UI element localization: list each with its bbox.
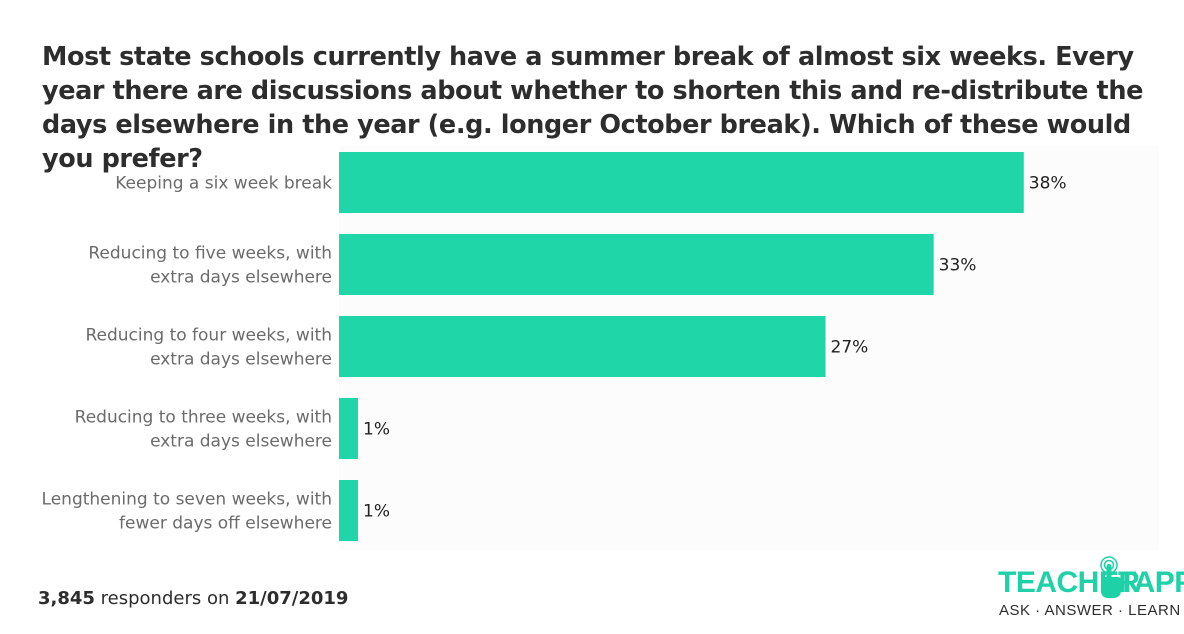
bar-5 — [339, 480, 358, 541]
value-label-3: 27% — [831, 338, 869, 358]
bar-1 — [339, 152, 1024, 213]
logo-word-tapp: TAPP — [1118, 566, 1184, 599]
category-label-4: Reducing to three weeks, with extra days … — [75, 408, 332, 452]
category-label-5: Lengthening to seven weeks, with fewer da… — [42, 490, 332, 534]
chart-title: Most state schools currently have a summ… — [42, 42, 1143, 174]
category-label-1: Keeping a six week break — [115, 174, 332, 194]
value-label-4: 1% — [363, 420, 390, 440]
category-label-2: Reducing to five weeks, with extra days e… — [88, 244, 332, 288]
pointing-hand-icon — [1100, 556, 1121, 598]
teacher-tapp-logo: TEACHER TAPP ASK · ANSWER · LEARN — [998, 556, 1184, 626]
bar-4 — [339, 398, 358, 459]
bar-3 — [339, 316, 826, 377]
value-label-1: 38% — [1029, 174, 1067, 194]
value-label-2: 33% — [939, 256, 977, 276]
value-label-5: 1% — [363, 502, 390, 522]
survey-date: 21/07/2019 — [235, 588, 349, 609]
category-label-3: Reducing to four weeks, with extra days e… — [85, 326, 332, 370]
responder-count: 3,845 — [38, 588, 95, 609]
logo-tagline: ASK · ANSWER · LEARN — [999, 602, 1181, 619]
bar-2 — [339, 234, 934, 295]
responders-footer: 3,845 responders on 21/07/2019 — [38, 588, 348, 609]
footer-text: responders on — [94, 588, 236, 609]
